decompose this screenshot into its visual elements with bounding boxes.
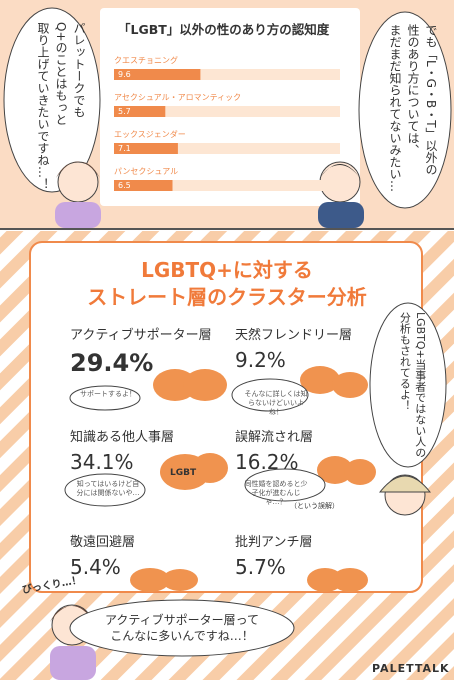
cap xyxy=(378,475,432,493)
bar xyxy=(114,143,178,154)
bar-track xyxy=(114,106,340,117)
clothes xyxy=(50,646,96,680)
hair xyxy=(50,605,94,622)
value-label: 6.5 xyxy=(118,181,131,190)
cluster-share: 34.1% xyxy=(70,450,134,474)
blobs xyxy=(130,366,376,592)
cluster-name: 敬遠回避層 xyxy=(70,535,136,550)
cluster-name: 知識ある他人事層 xyxy=(70,430,175,445)
speech-text: アクティブサポーター層って xyxy=(104,613,260,627)
panel-title: LGBTQ+に対する xyxy=(141,258,313,282)
bar-label: パンセクシュアル xyxy=(114,167,179,176)
cluster-name: 天然フレンドリー層 xyxy=(235,328,353,343)
cluster-share: 29.4% xyxy=(70,349,154,377)
value-label: 5.7 xyxy=(118,107,131,116)
bar xyxy=(114,69,201,80)
note: （という誤解） xyxy=(290,502,339,510)
bar-track xyxy=(114,180,340,191)
speech-bubble xyxy=(358,11,452,209)
small-bubbles xyxy=(64,378,326,507)
bar-track xyxy=(114,69,340,80)
value-label: 7.1 xyxy=(118,144,131,153)
cluster-name: アクティブサポーター層 xyxy=(70,328,212,343)
chart-title: 「LGBT」以外の性のあり方の認知度 xyxy=(118,22,330,37)
cluster-speech: そんなに詳しくは知らないけどいいよね！ xyxy=(244,390,308,416)
speech-text: 取り上げていきたいですね…！ xyxy=(36,22,50,190)
bar-label: クエスチョニング xyxy=(114,56,178,65)
bar xyxy=(114,180,173,191)
sign: LGBT xyxy=(170,468,197,478)
speech-text: LGBTQ+当事者ではない人の分析もされてるよ！ xyxy=(398,312,427,458)
speech-text: パレットークでも xyxy=(72,22,86,118)
speech-text: Q+のことはもっと xyxy=(54,22,68,126)
cluster-share: 9.2% xyxy=(235,348,286,372)
speech-text: 性のあり方については、 xyxy=(406,24,420,156)
cluster-speech: 同性婚を認めると少子化が進むんじゃ…？ xyxy=(244,480,308,506)
bar-label: エックスジェンダー xyxy=(114,130,186,139)
speech-text: でも「L・G・B・T」以外の xyxy=(424,24,438,176)
panel-title: ストレート層のクラスター分析 xyxy=(87,285,367,309)
cluster-share: 5.4% xyxy=(70,555,121,579)
cluster-share: 16.2% xyxy=(235,450,299,474)
speech-bubble xyxy=(3,7,101,193)
value-label: 9.6 xyxy=(118,70,131,79)
speech-text: こんなに多いんですね…！ xyxy=(110,629,254,643)
speech-text: まだまだ知られてないみたい… xyxy=(388,24,402,192)
speech-bubble xyxy=(369,302,447,468)
clothes xyxy=(55,202,101,228)
bar-label: アセクシュアル・アロマンティック xyxy=(114,93,242,102)
bar-track xyxy=(114,143,340,154)
cluster-speech: サポートするよ！ xyxy=(80,390,136,398)
hair xyxy=(320,164,360,178)
clothes xyxy=(318,202,364,228)
cluster-share: 5.7% xyxy=(235,555,286,579)
brand: PALETTALK xyxy=(372,662,450,675)
hair xyxy=(56,161,100,178)
bar xyxy=(114,106,166,117)
cluster-name: 誤解流され層 xyxy=(235,430,314,445)
cluster-speech: 知ってはいるけど自分には関係ないや… xyxy=(76,480,140,497)
cluster-name: 批判アンチ層 xyxy=(235,535,313,550)
speech-bubble xyxy=(69,599,295,657)
